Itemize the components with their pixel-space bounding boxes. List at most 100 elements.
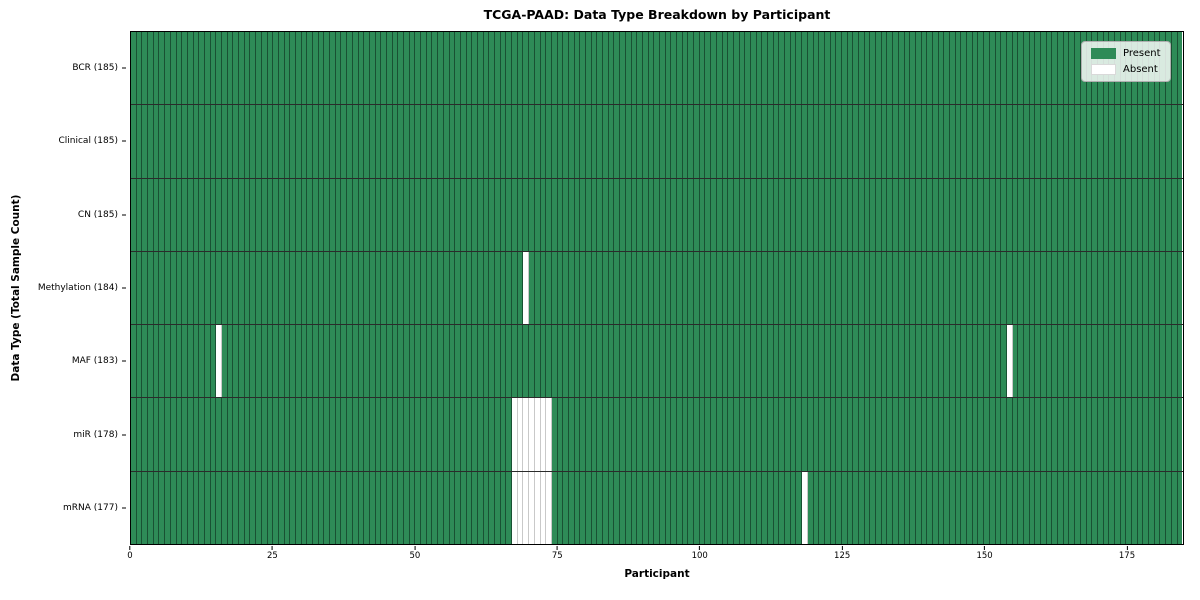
- matrix-cell: [1177, 471, 1183, 544]
- matrix-cell: [495, 105, 501, 178]
- matrix-cell: [1097, 105, 1104, 178]
- matrix-cell: [654, 32, 660, 105]
- matrix-cell: [745, 178, 751, 251]
- matrix-cell: [1103, 178, 1110, 251]
- matrix-cell: [466, 251, 473, 325]
- matrix-cell: [1109, 325, 1115, 398]
- matrix-cell: [568, 471, 575, 544]
- matrix-cell: [921, 398, 928, 471]
- matrix-cell: [153, 398, 160, 471]
- matrix-cell: [222, 32, 228, 105]
- matrix-cell: [227, 105, 234, 178]
- matrix-cell: [1171, 325, 1178, 398]
- matrix-cell: [716, 471, 723, 544]
- matrix-cell: [711, 251, 717, 325]
- matrix-cell: [330, 251, 336, 325]
- matrix-cell: [267, 325, 274, 398]
- matrix-cell: [472, 178, 478, 251]
- matrix-cell: [375, 471, 382, 544]
- matrix-cell: [495, 398, 501, 471]
- matrix-cell: [785, 32, 791, 105]
- matrix-cell: [984, 398, 990, 471]
- matrix-cell: [654, 398, 660, 471]
- matrix-cell: [290, 105, 296, 178]
- matrix-cell: [483, 32, 490, 105]
- matrix-cell: [216, 471, 222, 544]
- matrix-cell: [489, 471, 495, 544]
- matrix-cell: [159, 178, 166, 251]
- matrix-cell: [568, 398, 575, 471]
- x-tick-mark: [129, 546, 131, 550]
- matrix-cell: [563, 105, 569, 178]
- matrix-cell: [762, 251, 768, 325]
- matrix-cell: [1177, 251, 1183, 325]
- matrix-cell: [256, 32, 262, 105]
- matrix-cell: [768, 251, 774, 325]
- matrix-cell: [290, 178, 296, 251]
- matrix-cell: [455, 471, 461, 544]
- matrix-cell: [824, 471, 831, 544]
- matrix-cell: [222, 105, 228, 178]
- matrix-cell: [591, 398, 598, 471]
- matrix-cell: [500, 471, 507, 544]
- matrix-cell: [483, 471, 490, 544]
- matrix-cell: [165, 105, 171, 178]
- matrix-cell: [244, 251, 251, 325]
- matrix-cell: [1029, 105, 1036, 178]
- matrix-cell: [136, 178, 143, 251]
- matrix-cell: [1012, 325, 1019, 398]
- matrix-cell: [449, 178, 456, 251]
- y-tick-label: MAF (183): [71, 356, 118, 367]
- matrix-cell: [256, 178, 262, 251]
- matrix-cell: [1166, 105, 1172, 178]
- matrix-cell: [460, 178, 467, 251]
- matrix-cell: [335, 325, 342, 398]
- matrix-cell: [961, 251, 968, 325]
- matrix-cell: [142, 471, 149, 544]
- matrix-cell: [574, 251, 581, 325]
- matrix-cell: [870, 398, 877, 471]
- matrix-cell: [523, 398, 530, 471]
- matrix-cell: [222, 178, 228, 251]
- matrix-cell: [773, 398, 780, 471]
- matrix-cell: [739, 105, 746, 178]
- matrix-cell: [142, 32, 149, 105]
- matrix-cell: [625, 471, 632, 544]
- matrix-cell: [893, 105, 899, 178]
- matrix-cell: [210, 32, 217, 105]
- matrix-cell: [1052, 325, 1059, 398]
- matrix-cell: [352, 251, 359, 325]
- matrix-cell: [944, 325, 950, 398]
- matrix-cell: [790, 32, 797, 105]
- matrix-cell: [915, 325, 922, 398]
- matrix-cell: [375, 105, 382, 178]
- matrix-cell: [694, 471, 700, 544]
- matrix-cell: [477, 178, 484, 251]
- matrix-cell: [1092, 105, 1098, 178]
- matrix-cell: [586, 398, 592, 471]
- matrix-cell: [170, 251, 177, 325]
- matrix-cell: [472, 325, 478, 398]
- matrix-cell: [460, 32, 467, 105]
- matrix-cell: [165, 178, 171, 251]
- matrix-cell: [330, 325, 336, 398]
- matrix-cell: [301, 398, 308, 471]
- matrix-cell: [563, 398, 569, 471]
- matrix-cell: [756, 105, 763, 178]
- matrix-cell: [1109, 178, 1115, 251]
- matrix-cell: [239, 471, 245, 544]
- matrix-cell: [278, 325, 285, 398]
- matrix-cell: [295, 32, 302, 105]
- matrix-cell: [1006, 398, 1013, 471]
- matrix-cell: [1120, 178, 1127, 251]
- matrix-cell: [1018, 178, 1024, 251]
- matrix-cell: [779, 325, 786, 398]
- matrix-cell: [625, 178, 632, 251]
- matrix-cell: [512, 32, 518, 105]
- matrix-cell: [967, 178, 973, 251]
- matrix-cell: [876, 105, 882, 178]
- matrix-cell: [233, 471, 240, 544]
- matrix-cell: [699, 398, 706, 471]
- matrix-cell: [204, 251, 211, 325]
- matrix-cell: [165, 471, 171, 544]
